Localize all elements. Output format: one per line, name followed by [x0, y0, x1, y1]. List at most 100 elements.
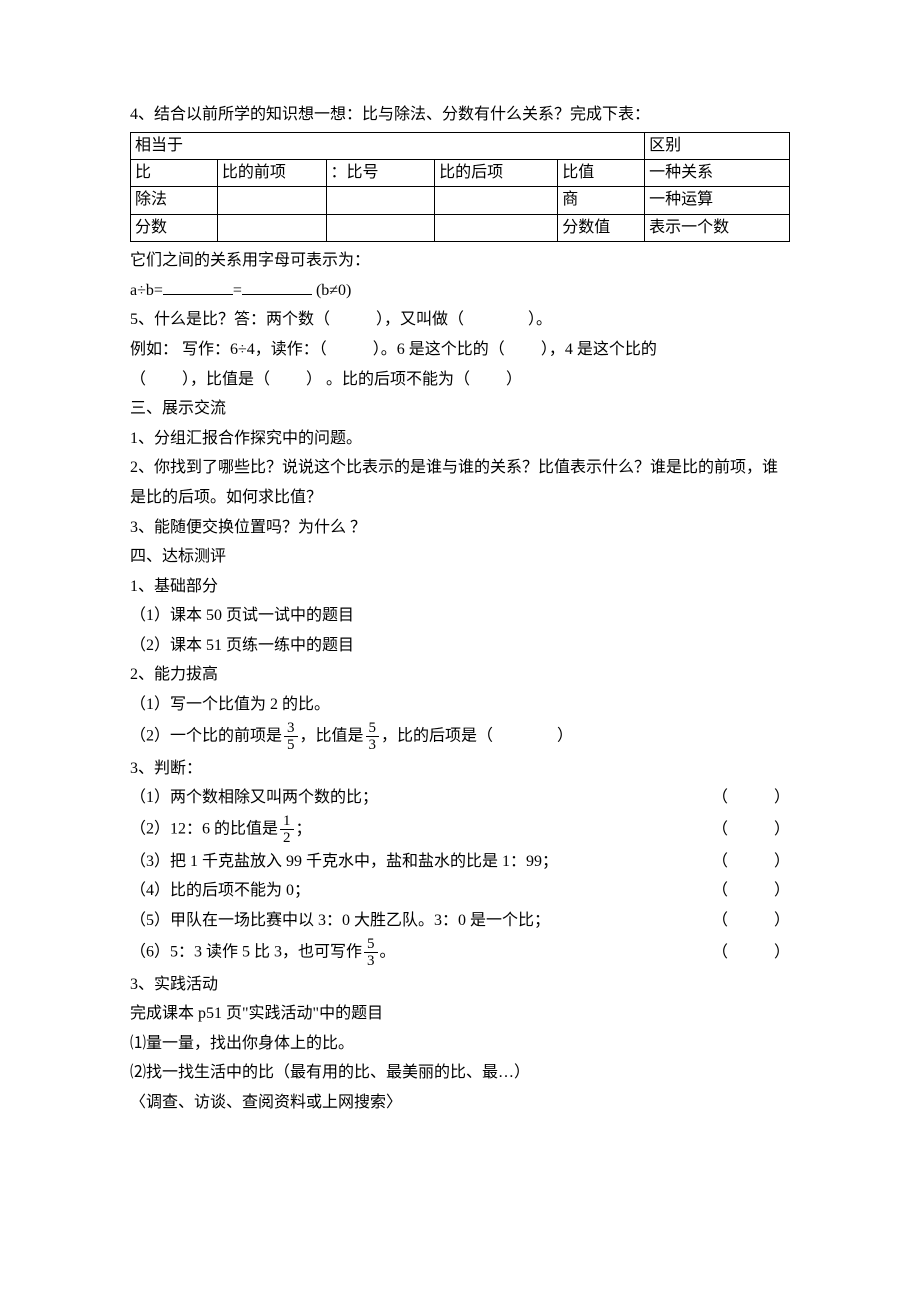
cell: 分数值 — [558, 214, 645, 241]
t: （2）12：6 的比值是 — [130, 821, 278, 838]
pl: （ — [712, 944, 728, 961]
judge-text: （3）把 1 千克盐放入 99 千克水中，盐和盐水的比是 1：99； — [130, 847, 702, 877]
cell — [217, 187, 326, 214]
q5a: 5、什么是比？答：两个数（ — [130, 311, 330, 328]
cell: 比 — [131, 159, 218, 186]
cell: 比的后项 — [435, 159, 558, 186]
cell: 商 — [558, 187, 645, 214]
q5c: ）。 — [528, 311, 552, 328]
cell-diff: 区别 — [645, 132, 790, 159]
cell — [435, 214, 558, 241]
frac-num: 5 — [364, 936, 378, 953]
judge-4: （4）比的后项不能为 0； （） — [130, 876, 790, 906]
cell: ：比号 — [326, 159, 435, 186]
judge-paren: （） — [712, 815, 790, 845]
pl: （ — [712, 912, 728, 929]
comparison-table: 相当于 区别 比 比的前项 ：比号 比的后项 比值 一种关系 除法 商 一种运算… — [130, 132, 790, 243]
judge-paren: （） — [712, 847, 790, 877]
judge-paren: （） — [712, 783, 790, 813]
sec4-3: 3、判断： — [130, 754, 790, 784]
sec4-title: 四、达标测评 — [130, 542, 790, 572]
pl: （ — [712, 821, 728, 838]
judge-text: （2）12：6 的比值是12； — [130, 813, 702, 847]
cell-equiv: 相当于 — [131, 132, 645, 159]
cell — [326, 187, 435, 214]
t: ，比的后项是（ — [381, 727, 493, 744]
frac-den: 3 — [366, 736, 380, 754]
table-row: 分数 分数值 表示一个数 — [131, 214, 790, 241]
sec4-1-2: （2）课本 51 页练一练中的题目 — [130, 631, 790, 661]
cell — [435, 187, 558, 214]
q5-2b: ）。6 是这个比的（ — [373, 341, 505, 358]
frac-num: 5 — [366, 720, 380, 737]
table-row: 相当于 区别 — [131, 132, 790, 159]
sec4-3b-4: 〈调查、访谈、查阅资料或上网搜索〉 — [130, 1088, 790, 1118]
pr: ） — [774, 912, 790, 929]
q5-line1: 5、什么是比？答：两个数（ ），又叫做（ ）。 — [130, 305, 790, 335]
cell: 表示一个数 — [645, 214, 790, 241]
cell — [217, 214, 326, 241]
frac-num: 3 — [284, 720, 298, 737]
t: （2）一个比的前项是 — [130, 727, 282, 744]
q5-3c: ） 。比的后项不能为（ — [306, 371, 470, 388]
cell: 除法 — [131, 187, 218, 214]
cell: 比值 — [558, 159, 645, 186]
formula-prefix: a÷b= — [130, 282, 163, 299]
sec4-3b-1: 完成课本 p51 页"实践活动"中的题目 — [130, 999, 790, 1029]
pr: ） — [774, 853, 790, 870]
q5-3a: （ — [130, 371, 146, 388]
cell: 比的前项 — [217, 159, 326, 186]
judge-2: （2）12：6 的比值是12； （） — [130, 813, 790, 847]
q5-line3: （ ），比值是（ ） 。比的后项不能为（ ） — [130, 365, 790, 395]
judge-1: （1）两个数相除又叫两个数的比； （） — [130, 783, 790, 813]
table-row: 比 比的前项 ：比号 比的后项 比值 一种关系 — [131, 159, 790, 186]
formula-suffix: (b≠0) — [312, 282, 351, 299]
judge-text: （1）两个数相除又叫两个数的比； — [130, 783, 702, 813]
sec3-title: 三、展示交流 — [130, 394, 790, 424]
judge-6: （6）5：3 读作 5 比 3，也可写作53。 （ ） — [130, 936, 790, 970]
pl: （ — [712, 853, 728, 870]
t: ） — [557, 727, 573, 744]
judge-text: （6）5：3 读作 5 比 3，也可写作53。 — [130, 936, 702, 970]
pr: ） — [774, 821, 790, 838]
q5-3b: ），比值是（ — [182, 371, 270, 388]
frac-3-5: 35 — [284, 720, 298, 754]
q5-3d: ） — [506, 371, 522, 388]
frac-1-2: 12 — [280, 813, 294, 847]
letter-relation: 它们之间的关系用字母可表示为： — [130, 246, 790, 276]
q5b: ），又叫做（ — [376, 311, 464, 328]
frac-den: 3 — [364, 952, 378, 970]
sec4-3b-title: 3、实践活动 — [130, 970, 790, 1000]
judge-3: （3）把 1 千克盐放入 99 千克水中，盐和盐水的比是 1：99； （） — [130, 847, 790, 877]
t: ，比值是 — [300, 727, 364, 744]
frac-den: 2 — [280, 829, 294, 847]
formula-line: a÷b= = (b≠0) — [130, 276, 790, 306]
pr: ） — [774, 944, 790, 961]
judge-text: （4）比的后项不能为 0； — [130, 876, 702, 906]
pr: ） — [774, 789, 790, 806]
pr: ） — [774, 882, 790, 899]
sec4-3b-2: ⑴量一量，找出你身体上的比。 — [130, 1029, 790, 1059]
judge-paren: （） — [712, 876, 790, 906]
cell: 分数 — [131, 214, 218, 241]
t: （6）5：3 读作 5 比 3，也可写作 — [130, 943, 362, 960]
sec3-2: 2、你找到了哪些比？说说这个比表示的是谁与谁的关系？比值表示什么？谁是比的前项，… — [130, 453, 790, 512]
blank — [163, 279, 233, 295]
judge-5: （5）甲队在一场比赛中以 3：0 大胜乙队。3：0 是一个比； （） — [130, 906, 790, 936]
table-row: 除法 商 一种运算 — [131, 187, 790, 214]
frac-den: 5 — [284, 736, 298, 754]
sec4-2-2: （2）一个比的前项是35，比值是53，比的后项是（） — [130, 720, 790, 754]
frac-5-3b: 53 — [364, 936, 378, 970]
q4-intro: 4、结合以前所学的知识想一想：比与除法、分数有什么关系？完成下表： — [130, 100, 790, 130]
judge-paren: （） — [712, 906, 790, 936]
formula-eq: = — [233, 282, 242, 299]
q5-2a: 例如： 写作：6÷4，读作：（ — [130, 341, 327, 358]
sec4-1-1: （1）课本 50 页试一试中的题目 — [130, 601, 790, 631]
sec4-1: 1、基础部分 — [130, 572, 790, 602]
frac-5-3: 53 — [366, 720, 380, 754]
sec4-3b-3: ⑵找一找生活中的比（最有用的比、最美丽的比、最…） — [130, 1058, 790, 1088]
frac-num: 1 — [280, 813, 294, 830]
pl: （ — [712, 789, 728, 806]
sec4-2: 2、能力拔高 — [130, 660, 790, 690]
cell: 一种关系 — [645, 159, 790, 186]
